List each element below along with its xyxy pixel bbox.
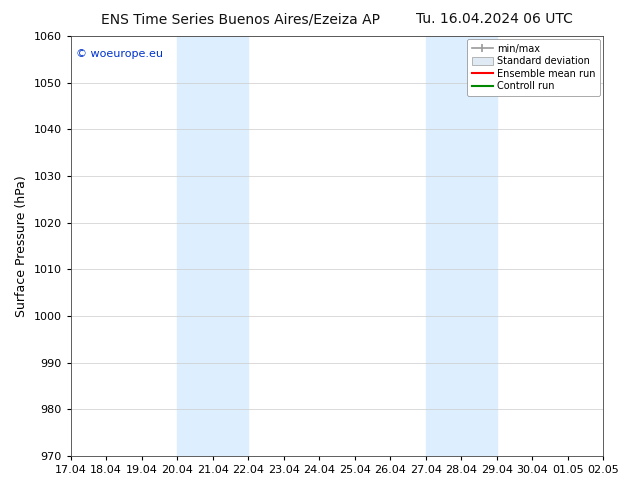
Y-axis label: Surface Pressure (hPa): Surface Pressure (hPa) bbox=[15, 175, 28, 317]
Legend: min/max, Standard deviation, Ensemble mean run, Controll run: min/max, Standard deviation, Ensemble me… bbox=[467, 39, 600, 96]
Bar bbox=[425, 36, 496, 456]
Text: ENS Time Series Buenos Aires/Ezeiza AP: ENS Time Series Buenos Aires/Ezeiza AP bbox=[101, 12, 380, 26]
Text: Tu. 16.04.2024 06 UTC: Tu. 16.04.2024 06 UTC bbox=[416, 12, 573, 26]
Text: © woeurope.eu: © woeurope.eu bbox=[76, 49, 163, 59]
Bar bbox=[177, 36, 248, 456]
